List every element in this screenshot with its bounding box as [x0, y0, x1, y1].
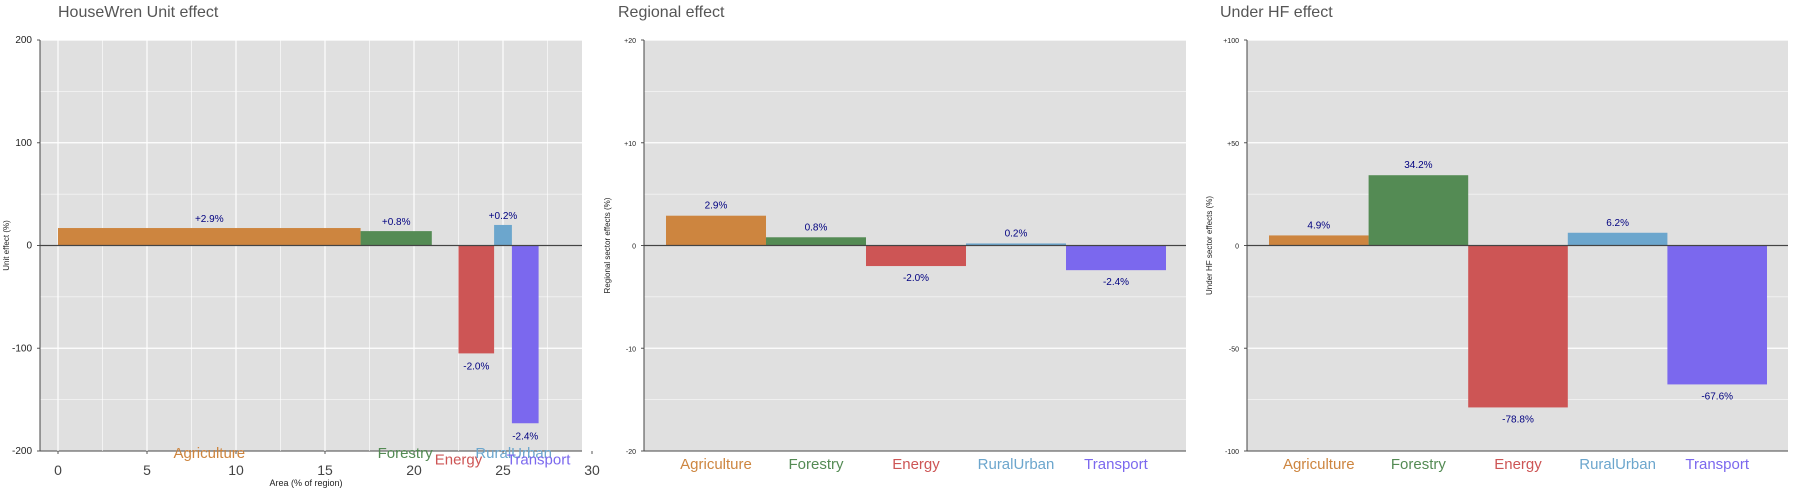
bar-transport [511, 245, 539, 424]
data-label-forestry: 34.2% [1404, 160, 1432, 171]
y-tick-label: +50 [1227, 141, 1239, 148]
bar-energy [458, 245, 495, 354]
data-label-forestry: 0.8% [805, 222, 828, 233]
category-label-energy: Energy [435, 451, 483, 468]
category-label-transport: Transport [507, 451, 571, 468]
y-tick-label: -100 [12, 343, 32, 354]
x-tick-label-transport: Transport [1084, 456, 1148, 473]
category-label-forestry: Forestry [378, 445, 434, 462]
x-tick-label-energy: Energy [1494, 456, 1542, 473]
x-tick-label: 25 [495, 462, 511, 478]
y-tick-label: -100 [1225, 449, 1239, 456]
y-tick-label: +100 [1223, 38, 1239, 45]
y-axis-label: Unit effect (%) [2, 220, 11, 271]
bar-agriculture [666, 215, 766, 246]
x-tick-label: 15 [317, 462, 333, 478]
y-tick-label: +20 [624, 38, 636, 45]
data-label-transport: -2.4% [512, 431, 538, 442]
chart-title: HouseWren Unit effect [58, 4, 219, 21]
y-tick-label: 200 [15, 35, 32, 46]
x-tick-label-agriculture: Agriculture [1283, 456, 1355, 473]
bar-forestry [766, 237, 866, 246]
x-tick-label-forestry: Forestry [1391, 456, 1447, 473]
x-tick-label-ruralurban: RuralUrban [1579, 456, 1656, 473]
x-tick-label-transport: Transport [1685, 456, 1749, 473]
y-tick-label: -20 [626, 449, 636, 456]
bar-ruralurban [1567, 232, 1668, 246]
bar-transport [1066, 245, 1166, 271]
data-label-energy: -78.8% [1502, 414, 1534, 425]
x-tick-label: 30 [584, 462, 600, 478]
regional-effect-chart: -20 -10 0 +10 +20 Regional sector effects (%)… [603, 38, 1186, 473]
y-tick-label: 100 [15, 138, 32, 149]
data-label-ruralurban: 6.2% [1606, 218, 1629, 229]
panel-under-hf-effect: Under HF effect -100 -50 0 +50 +100 Under HF … [1200, 0, 1800, 500]
bar-ruralurban [494, 224, 512, 246]
data-label-transport: -2.4% [1103, 277, 1129, 288]
x-tick-label: 0 [54, 462, 62, 478]
bar-agriculture [58, 228, 361, 246]
y-tick-label: 0 [26, 241, 32, 252]
x-tick-label: 20 [406, 462, 422, 478]
x-tick-label: 5 [143, 462, 151, 478]
data-label-forestry: +0.8% [382, 217, 411, 228]
y-tick-label: -10 [626, 346, 636, 353]
data-label-ruralurban: 0.2% [1005, 228, 1028, 239]
panel-regional-effect: Regional effect -20 -10 0 +10 +20 Regional se… [600, 0, 1200, 500]
y-axis-label: Regional sector effects (%) [603, 197, 612, 293]
data-label-transport: -67.6% [1701, 391, 1733, 402]
x-tick-label-energy: Energy [892, 456, 940, 473]
bar-forestry [1368, 175, 1469, 246]
category-label-ruralurban: RuralUrban [475, 445, 552, 462]
chart-title: Regional effect [618, 4, 725, 21]
x-tick-label-ruralurban: RuralUrban [978, 456, 1055, 473]
unit-effect-chart: -200 -100 0 100 200 Unit effect (%) 0 5 10 15 20 25… [2, 35, 600, 488]
chart-title: Under HF effect [1220, 4, 1333, 21]
data-label-agriculture: 2.9% [705, 201, 728, 212]
y-tick-label: -200 [12, 446, 32, 457]
y-tick-label: 0 [632, 244, 636, 251]
x-tick-label-forestry: Forestry [788, 456, 844, 473]
data-label-ruralurban: +0.2% [489, 211, 518, 222]
x-tick-label-agriculture: Agriculture [680, 456, 752, 473]
bar-forestry [360, 231, 432, 246]
y-axis-label: Under HF sector effects (%) [1205, 196, 1214, 295]
bar-energy [866, 245, 966, 267]
data-label-agriculture: 4.9% [1307, 220, 1330, 231]
y-tick-label: +10 [624, 141, 636, 148]
bar-agriculture [1269, 235, 1369, 246]
panel-unit-effect: HouseWren Unit effect -200 -100 0 100 200 Uni… [0, 0, 600, 500]
bar-energy [1468, 245, 1568, 408]
y-tick-label: -50 [1229, 346, 1239, 353]
data-label-energy: -2.0% [903, 273, 929, 284]
x-tick-label: 10 [228, 462, 244, 478]
data-label-energy: -2.0% [463, 361, 489, 372]
category-label-agriculture: Agriculture [173, 445, 245, 462]
y-tick-label: 0 [1235, 244, 1239, 251]
bar-ruralurban [966, 243, 1066, 246]
bar-transport [1667, 245, 1767, 385]
x-axis-label: Area (% of region) [269, 478, 342, 488]
data-label-agriculture: +2.9% [195, 214, 224, 225]
under-hf-effect-chart: -100 -50 0 +50 +100 Under HF sector effects (… [1205, 38, 1788, 473]
